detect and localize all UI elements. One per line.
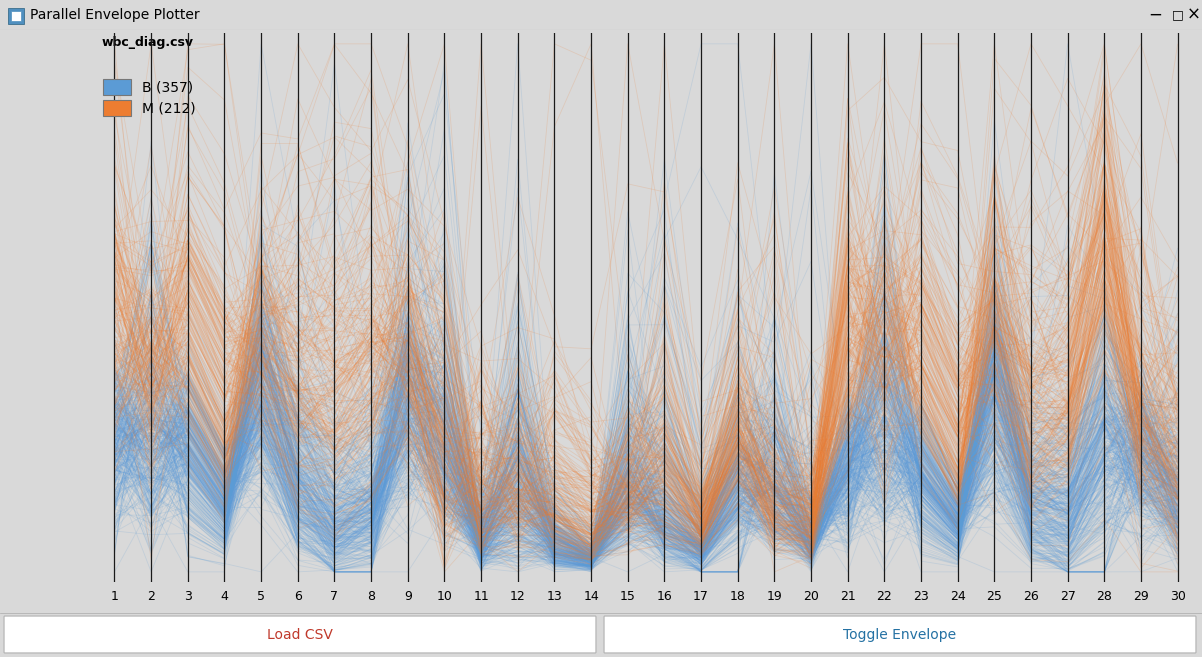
FancyBboxPatch shape <box>4 616 596 653</box>
Bar <box>1180 0 1202 30</box>
Text: Toggle Envelope: Toggle Envelope <box>844 628 957 642</box>
Text: □: □ <box>1172 9 1184 22</box>
FancyBboxPatch shape <box>603 616 1196 653</box>
Bar <box>1148 0 1176 30</box>
Bar <box>11 11 20 21</box>
Text: ×: × <box>1188 6 1201 24</box>
Legend: B (357), M (212): B (357), M (212) <box>103 79 196 116</box>
Text: −: − <box>1148 6 1162 24</box>
Text: Load CSV: Load CSV <box>267 628 333 642</box>
Bar <box>8 8 24 24</box>
Text: Parallel Envelope Plotter: Parallel Envelope Plotter <box>30 8 200 22</box>
Bar <box>1171 0 1200 30</box>
Text: wbc_diag.csv: wbc_diag.csv <box>102 36 194 49</box>
